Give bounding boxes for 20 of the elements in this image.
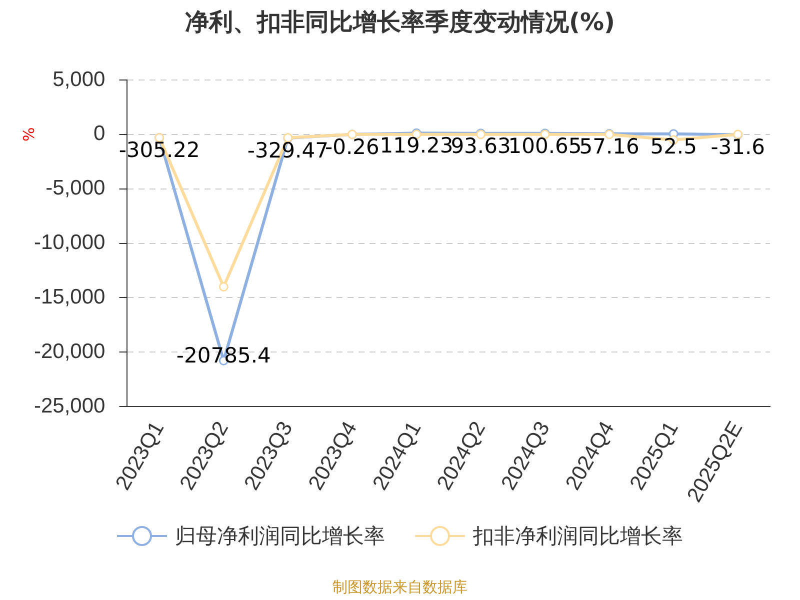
data-label: 93.63 — [450, 134, 511, 158]
data-label: 52.5 — [650, 134, 697, 158]
y-tick-label: -25,000 — [34, 394, 106, 418]
data-label: 100.65 — [508, 134, 582, 158]
y-tick-label: 0 — [94, 122, 106, 146]
legend-label: 归母净利润同比增长率 — [175, 523, 385, 550]
data-label: 57.16 — [579, 134, 640, 158]
y-tick-label: 5,000 — [52, 68, 106, 91]
data-label: -31.6 — [710, 135, 766, 160]
data-label: 119.23 — [380, 134, 454, 158]
y-axis-title: % — [20, 127, 38, 142]
legend-label: 扣非净利润同比增长率 — [473, 523, 683, 550]
point — [218, 282, 228, 292]
chart-title: 净利、扣非同比增长率季度变动情况(%) — [184, 7, 616, 38]
y-tick-label: -20,000 — [34, 340, 106, 363]
text: 制图数据来自数据库 — [332, 578, 468, 597]
data-label: -20785.4 — [176, 344, 271, 368]
y-tick-label: -5,000 — [46, 176, 106, 200]
y-tick-label: -15,000 — [34, 286, 106, 308]
y-tick-label: -10,000 — [34, 231, 106, 254]
